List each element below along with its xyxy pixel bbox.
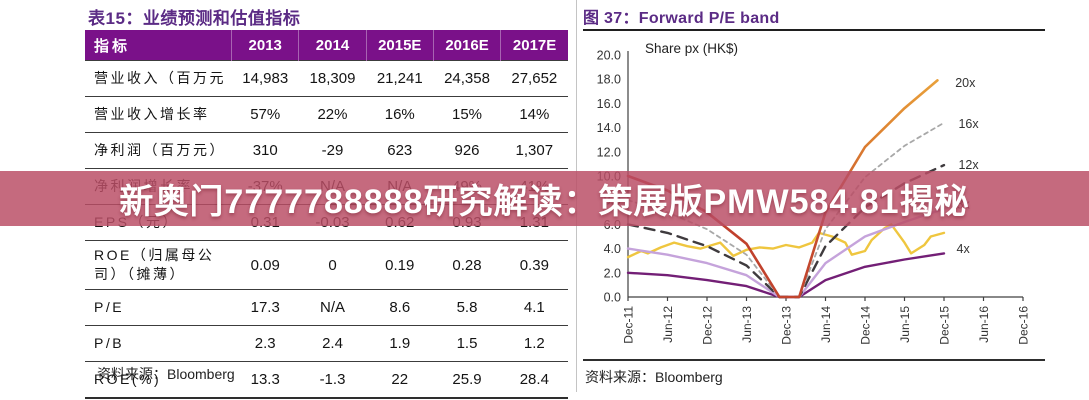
x-tick-label: Dec-15: [938, 306, 952, 345]
source-note-left: 资料来源：Bloomberg: [97, 366, 235, 382]
y-tick-label: 14.0: [597, 121, 621, 135]
cell-value: 22%: [298, 96, 367, 133]
table-header-row: 指标 2013 2014 2015E 2016E 2017E: [85, 30, 568, 61]
cell-value: 623: [366, 132, 434, 169]
table-row: P/B 2.3 2.4 1.9 1.5 1.2: [85, 325, 568, 362]
table-row: 营业收入（百万元 14,983 18,309 21,241 24,358 27,652: [85, 60, 568, 97]
cell-value: 28.4: [500, 361, 568, 399]
x-tick-label: Jun-13: [740, 306, 754, 343]
chart-title: 图 37：Forward P/E band: [583, 10, 780, 27]
column-header: 2014: [298, 30, 367, 61]
cell-value: 57%: [231, 96, 299, 133]
cell-value: 0.28: [433, 240, 501, 290]
y-axis-title: Share px (HK$): [645, 41, 738, 56]
cell-value: 16%: [366, 96, 434, 133]
cell-value: 5.8: [433, 289, 501, 326]
watermark-banner: 新奥门7777788888研究解读：策展版PMW584.81揭秘: [0, 171, 1089, 226]
x-tick-label: Jun-14: [819, 306, 833, 343]
series-share-price: [626, 223, 946, 259]
cell-value: 21,241: [366, 60, 434, 97]
cell-value: 926: [433, 132, 501, 169]
x-tick-label: Dec-12: [701, 306, 715, 345]
cell-value: 1,307: [500, 132, 568, 169]
cell-value: 0.39: [500, 240, 568, 290]
row-label: ROE（归属母公司）（摊薄）: [85, 240, 232, 290]
x-tick-label: Dec-14: [859, 306, 873, 345]
cell-value: 0: [298, 240, 367, 290]
column-header: 2017E: [500, 30, 568, 61]
series-band-4x: [626, 252, 946, 299]
y-tick-label: 0.0: [604, 291, 621, 305]
cell-value: 310: [231, 132, 299, 169]
y-tick-label: 2.0: [604, 266, 621, 280]
chart-title-rule: [583, 29, 1045, 31]
band-label-20x: 20x: [955, 76, 976, 90]
cell-value: 13.3: [231, 361, 299, 399]
row-label: P/E: [85, 289, 232, 326]
table-row: ROE（归属母公司）（摊薄） 0.09 0 0.19 0.28 0.39: [85, 240, 568, 290]
y-tick-label: 16.0: [597, 97, 621, 111]
cell-value: 0.19: [366, 240, 434, 290]
source-note-right: 资料来源：Bloomberg: [585, 369, 723, 385]
cell-value: 14,983: [231, 60, 299, 97]
column-header: 2016E: [432, 30, 501, 61]
cell-value: 1.9: [366, 325, 434, 362]
cell-value: 1.5: [433, 325, 501, 362]
cell-value: 0.09: [231, 240, 299, 290]
cell-value: 14%: [500, 96, 568, 133]
cell-value: 2.4: [298, 325, 367, 362]
y-tick-label: 4.0: [604, 242, 621, 256]
x-tick-label: Dec-16: [1017, 306, 1031, 345]
cell-value: 22: [366, 361, 434, 399]
table-title: 表15：业绩预测和估值指标: [88, 9, 301, 28]
band-label-16x: 16x: [958, 117, 979, 131]
cell-value: 2.3: [231, 325, 299, 362]
row-label: P/B: [85, 325, 232, 362]
table-row: 营业收入增长率 57% 22% 16% 15% 14%: [85, 96, 568, 133]
column-header: 指标: [85, 30, 232, 61]
table-row: P/E 17.3 N/A 8.6 5.8 4.1: [85, 289, 568, 326]
cell-value: 18,309: [298, 60, 367, 97]
x-tick-label: Jun-15: [898, 306, 912, 343]
table-row: 净利润（百万元） 310 -29 623 926 1,307: [85, 132, 568, 169]
x-tick-label: Jun-12: [661, 306, 675, 343]
cell-value: -1.3: [298, 361, 367, 399]
source-rule-right: [583, 359, 1045, 361]
y-tick-label: 18.0: [597, 73, 621, 87]
cell-value: 24,358: [433, 60, 501, 97]
cell-value: 4.1: [500, 289, 568, 326]
cell-value: 27,652: [500, 60, 568, 97]
x-tick-label: Jun-16: [977, 306, 991, 343]
row-label: 营业收入增长率: [85, 96, 232, 133]
cell-value: N/A: [298, 289, 367, 326]
y-tick-label: 20.0: [597, 49, 621, 63]
band-label-12x: 12x: [958, 158, 979, 172]
x-tick-label: Dec-11: [622, 306, 636, 344]
table-row: ROE(%) 13.3 -1.3 22 25.9 28.4: [85, 361, 568, 399]
cell-value: 25.9: [433, 361, 501, 399]
band-label-4x: 4x: [957, 242, 971, 256]
y-tick-label: 12.0: [597, 145, 621, 159]
watermark-text: 新奥门7777788888研究解读：策展版PMW584.81揭秘: [119, 183, 970, 221]
table-body: 营业收入（百万元 14,983 18,309 21,241 24,358 27,652 营业…: [85, 60, 568, 399]
cell-value: -29: [298, 132, 367, 169]
row-label: 营业收入（百万元: [85, 60, 232, 97]
cell-value: 15%: [433, 96, 501, 133]
cell-value: 8.6: [366, 289, 434, 326]
forward-pe-chart: 0.02.04.06.08.010.012.014.016.018.020.0D…: [597, 41, 1031, 345]
x-tick-label: Dec-13: [780, 306, 794, 345]
cell-value: 1.2: [500, 325, 568, 362]
column-header: 2013: [231, 30, 299, 61]
row-label: 净利润（百万元）: [85, 132, 232, 169]
column-header: 2015E: [365, 30, 434, 61]
cell-value: 17.3: [231, 289, 299, 326]
row-label: ROE(%): [85, 361, 232, 399]
